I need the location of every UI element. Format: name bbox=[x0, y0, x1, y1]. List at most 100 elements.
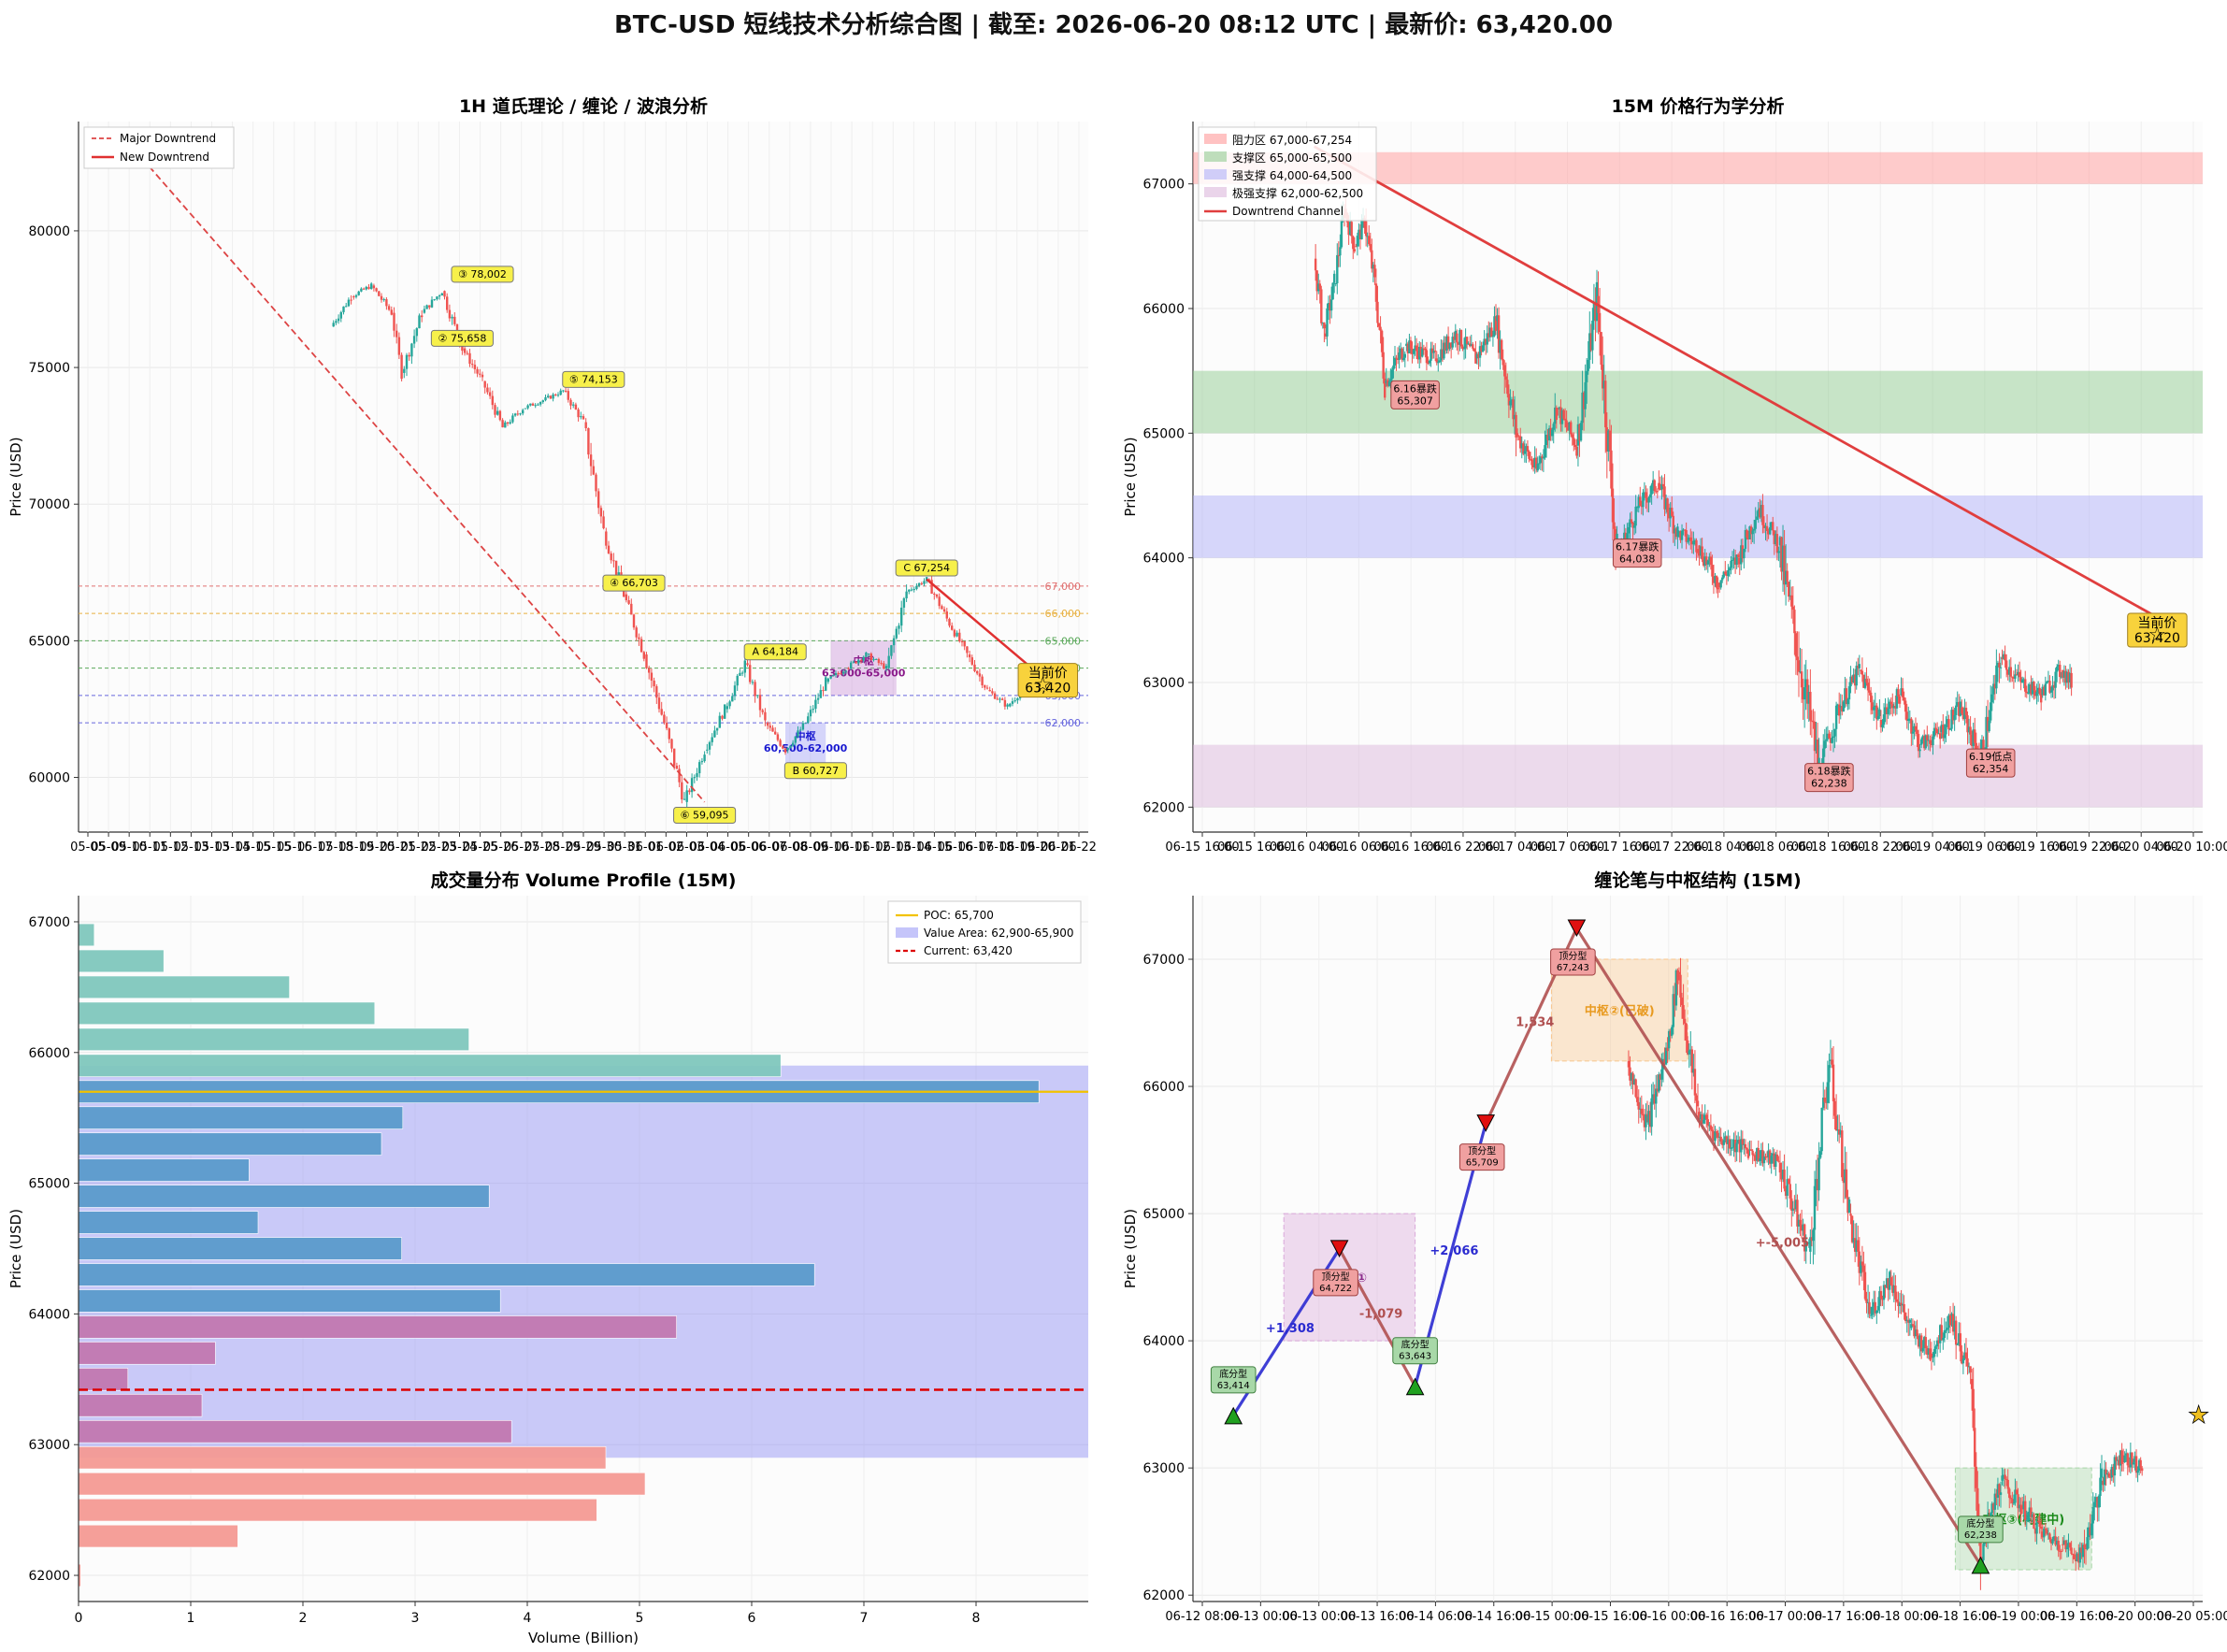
candle-body bbox=[1789, 1184, 1791, 1199]
candle-body bbox=[1958, 1333, 1961, 1344]
y-axis-label: Price (USD) bbox=[7, 1209, 24, 1288]
candle-body bbox=[1003, 699, 1007, 707]
candle-body bbox=[1756, 516, 1759, 521]
candle-body bbox=[1650, 484, 1653, 495]
candle-body bbox=[1862, 674, 1865, 688]
candle-body bbox=[1472, 344, 1474, 349]
candle-body bbox=[2047, 681, 2050, 682]
wave-label-box bbox=[673, 806, 737, 824]
candle-body bbox=[1826, 1082, 1830, 1103]
candle-body bbox=[1386, 380, 1389, 386]
fractal-label-box bbox=[1392, 1337, 1438, 1365]
candle-body bbox=[650, 672, 654, 681]
candle-body bbox=[2012, 676, 2016, 679]
candle-body bbox=[2027, 693, 2030, 695]
candle-body bbox=[814, 699, 817, 710]
fractal-label-box bbox=[1550, 948, 1596, 976]
candle-body bbox=[807, 716, 810, 724]
candle-body bbox=[1667, 1030, 1671, 1049]
candle-body bbox=[1916, 1329, 1918, 1336]
candle-body bbox=[541, 400, 544, 402]
candle-body bbox=[1778, 1162, 1782, 1173]
candle-body bbox=[1791, 606, 1795, 611]
candle-body bbox=[1398, 352, 1401, 360]
candle-body bbox=[1715, 1130, 1718, 1133]
candle-body bbox=[1841, 1130, 1844, 1178]
legend-item: Downtrend Channel bbox=[1232, 205, 1343, 218]
candle-body bbox=[1664, 498, 1668, 510]
candle-body bbox=[1648, 1111, 1652, 1128]
volume-bar bbox=[78, 1524, 238, 1548]
candle-body bbox=[443, 291, 446, 297]
candle-body bbox=[1356, 236, 1359, 247]
candle-body bbox=[1940, 1325, 1943, 1341]
candle-body bbox=[1602, 381, 1605, 389]
candle-body bbox=[1959, 1333, 1961, 1352]
wave-label: A 64,184 bbox=[752, 646, 798, 658]
candle-body bbox=[2077, 1553, 2080, 1563]
candle-body bbox=[740, 672, 744, 674]
candle-body bbox=[332, 323, 335, 327]
candle-body bbox=[393, 312, 395, 331]
top-fractal-marker bbox=[1567, 919, 1587, 938]
candle-body bbox=[1961, 1358, 1965, 1364]
candle-body bbox=[1790, 1198, 1793, 1211]
candle-body bbox=[1642, 1113, 1645, 1116]
candle-body bbox=[1613, 522, 1616, 529]
candle-body bbox=[1470, 344, 1473, 347]
candle-body bbox=[642, 652, 645, 659]
candle-body bbox=[1781, 1170, 1785, 1180]
candle-body bbox=[357, 291, 360, 295]
candle-body bbox=[1884, 707, 1887, 715]
x-tick-label: 06-15 bbox=[917, 840, 953, 855]
candle-body bbox=[2017, 1494, 2019, 1509]
candle-body bbox=[526, 405, 529, 409]
candle-body bbox=[1823, 1097, 1826, 1102]
candle-body bbox=[890, 645, 893, 656]
volume-bar bbox=[78, 1001, 376, 1026]
top-fractal-marker bbox=[1476, 1114, 1496, 1132]
candle-body bbox=[844, 670, 847, 672]
x-tick-label: 4 bbox=[524, 1611, 532, 1626]
candle-body bbox=[786, 747, 789, 751]
candle-body bbox=[1712, 1131, 1716, 1142]
candle-body bbox=[1844, 688, 1846, 702]
candle-body bbox=[1865, 678, 1868, 683]
candle-body bbox=[1509, 400, 1512, 406]
candle-body bbox=[1376, 301, 1379, 323]
y-tick-label: 62000 bbox=[1142, 800, 1185, 815]
x-tick-label: 06-13 16:00 bbox=[1340, 1610, 1414, 1624]
candle-body bbox=[1708, 556, 1711, 561]
candle-body bbox=[1885, 1278, 1889, 1288]
fractal-label: 顶分型 64,722 bbox=[1319, 1271, 1352, 1294]
candle-body bbox=[1908, 718, 1911, 720]
candle-body bbox=[1759, 508, 1761, 518]
candle-body bbox=[1658, 1074, 1660, 1092]
candle-body bbox=[1630, 1072, 1633, 1081]
candle-body bbox=[639, 639, 643, 653]
candle-body bbox=[559, 390, 562, 395]
x-tick-label: 5 bbox=[636, 1611, 644, 1626]
candle-body bbox=[2004, 660, 2008, 670]
candle-body bbox=[370, 283, 373, 290]
candle-body bbox=[923, 581, 926, 584]
candle-body bbox=[564, 390, 568, 392]
x-tick-label: 06-18 06:00 bbox=[1739, 840, 1813, 855]
candle-body bbox=[1969, 726, 1972, 735]
candle-body bbox=[1614, 528, 1617, 540]
candle-body bbox=[1873, 707, 1875, 711]
candle-body bbox=[1770, 1156, 1773, 1164]
candle-body bbox=[941, 606, 943, 610]
candle-body bbox=[2024, 1501, 2027, 1520]
candle-body bbox=[1336, 254, 1339, 283]
candle-body bbox=[1980, 740, 1984, 757]
candle-body bbox=[1632, 1079, 1636, 1085]
major-downtrend-line bbox=[128, 142, 706, 803]
candle-body bbox=[483, 381, 486, 388]
candle-body bbox=[1813, 722, 1817, 752]
candle-body bbox=[1954, 705, 1958, 715]
candle-body bbox=[504, 422, 507, 428]
candle-body bbox=[511, 415, 514, 423]
candle-body bbox=[1011, 701, 1014, 704]
candle-body bbox=[1913, 1325, 1916, 1337]
